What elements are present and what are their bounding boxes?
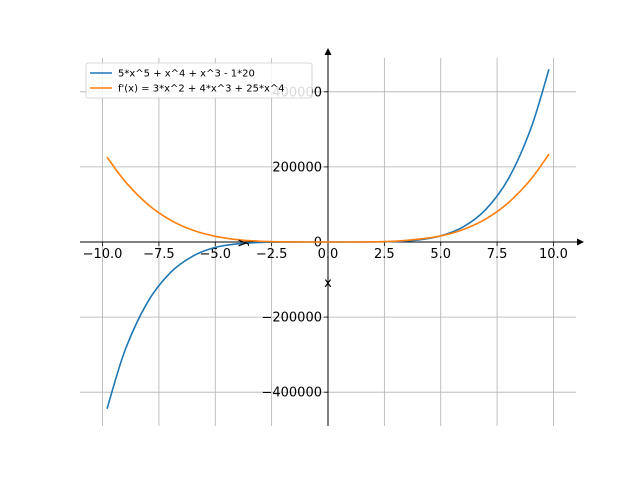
legend-entry-1: 5*x^5 + x^4 + x^3 - 1*20 — [118, 69, 255, 80]
legend-entry-2: f'(x) = 3*x^2 + 4*x^3 + 25*x^4 — [118, 84, 285, 95]
y-tick-label: −200000 — [261, 311, 322, 326]
x-tick-label: 0.0 — [318, 247, 339, 262]
y-axis-arrow-icon — [324, 48, 332, 55]
x-tick-label: −2.5 — [256, 247, 288, 262]
y-tick-label: 200000 — [272, 160, 322, 175]
series-line-2 — [106, 153, 550, 243]
y-tick-label: 0 — [314, 236, 322, 251]
y-tick-label: −400000 — [261, 386, 322, 401]
x-tick-label: −10.0 — [83, 247, 123, 262]
x-tick-label: 10.0 — [539, 247, 568, 262]
x-tick-label: −5.0 — [199, 247, 231, 262]
series-lines — [106, 69, 550, 409]
x-tick-label: 2.5 — [374, 247, 395, 262]
x-tick-label: −7.5 — [143, 247, 175, 262]
x-axis-label: x — [324, 276, 332, 291]
legend: 5*x^5 + x^4 + x^3 - 1*20 f'(x) = 3*x^2 + … — [85, 62, 313, 99]
legend-box — [85, 62, 313, 99]
x-tick-label: 5.0 — [430, 247, 451, 262]
x-tick-label: 7.5 — [487, 247, 508, 262]
x-axis-arrow-icon — [577, 238, 584, 246]
y-axis-label: y — [235, 239, 250, 247]
